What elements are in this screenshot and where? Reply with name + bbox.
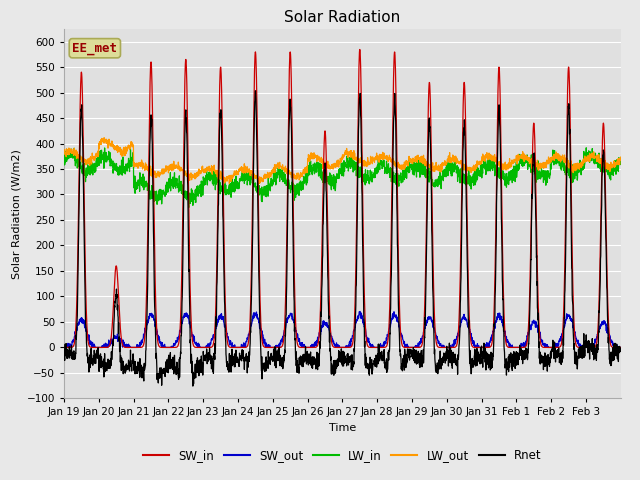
- X-axis label: Time: Time: [329, 423, 356, 433]
- Title: Solar Radiation: Solar Radiation: [284, 10, 401, 25]
- Text: EE_met: EE_met: [72, 42, 117, 55]
- Y-axis label: Solar Radiation (W/m2): Solar Radiation (W/m2): [11, 149, 21, 278]
- Legend: SW_in, SW_out, LW_in, LW_out, Rnet: SW_in, SW_out, LW_in, LW_out, Rnet: [138, 444, 547, 467]
